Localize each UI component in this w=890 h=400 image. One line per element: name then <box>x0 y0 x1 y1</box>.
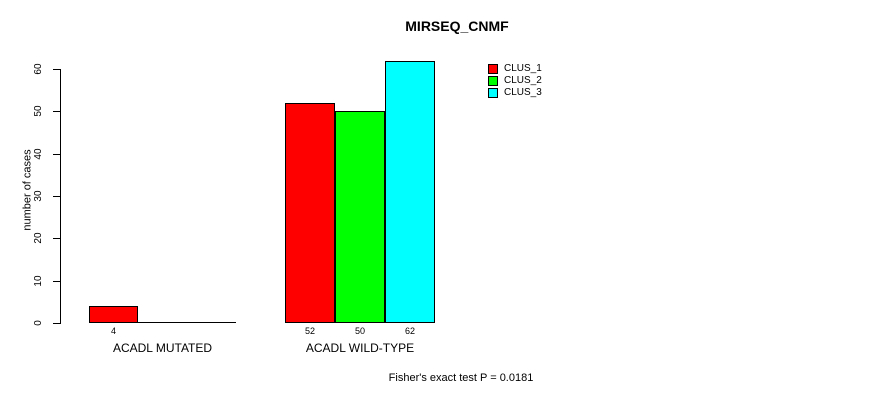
y-tick-label: 0 <box>33 320 44 326</box>
bar-clus-3-acadl-wild-type <box>385 61 435 323</box>
y-tick-label: 50 <box>33 105 44 117</box>
chart-title: MIRSEQ_CNMF <box>405 18 509 34</box>
bar-value-label: 50 <box>354 326 366 336</box>
y-tick-label: 30 <box>33 190 44 202</box>
bar-value-label: 4 <box>110 326 117 336</box>
legend-item: CLUS_3 <box>488 87 542 99</box>
y-tick-label: 40 <box>33 148 44 160</box>
y-tick-label: 20 <box>33 232 44 244</box>
bar-clus-1-acadl-wild-type <box>285 103 335 323</box>
y-tick-mark <box>53 238 60 239</box>
bar-value-label: 62 <box>404 326 416 336</box>
annotation-text: Fisher's exact test P = 0.0181 <box>388 372 534 384</box>
y-tick-mark <box>53 111 60 112</box>
y-tick-mark <box>53 69 60 70</box>
y-axis-label: number of cases <box>21 149 34 231</box>
bar-clus-2-acadl-wild-type <box>335 111 385 323</box>
group-baseline <box>89 322 236 323</box>
y-axis-line <box>60 69 61 324</box>
y-tick-mark <box>53 196 60 197</box>
bar-clus-1-acadl-mutated <box>89 306 138 323</box>
legend-swatch-clus-1 <box>488 64 498 74</box>
y-tick-mark <box>53 154 60 155</box>
y-tick-label: 60 <box>33 63 44 75</box>
legend-label: CLUS_3 <box>504 87 542 98</box>
x-axis-category-label: ACADL MUTATED <box>112 341 213 355</box>
x-axis-category-label: ACADL WILD-TYPE <box>305 341 415 355</box>
legend-item: CLUS_1 <box>488 63 542 75</box>
y-tick-label: 10 <box>33 275 44 287</box>
legend-label: CLUS_1 <box>504 63 542 74</box>
legend-swatch-clus-3 <box>488 88 498 98</box>
y-tick-mark <box>53 323 60 324</box>
legend: CLUS_1 CLUS_2 CLUS_3 <box>488 63 542 99</box>
bar-value-label: 52 <box>304 326 316 336</box>
y-tick-mark <box>53 281 60 282</box>
legend-label: CLUS_2 <box>504 75 542 86</box>
legend-swatch-clus-2 <box>488 76 498 86</box>
legend-item: CLUS_2 <box>488 75 542 87</box>
